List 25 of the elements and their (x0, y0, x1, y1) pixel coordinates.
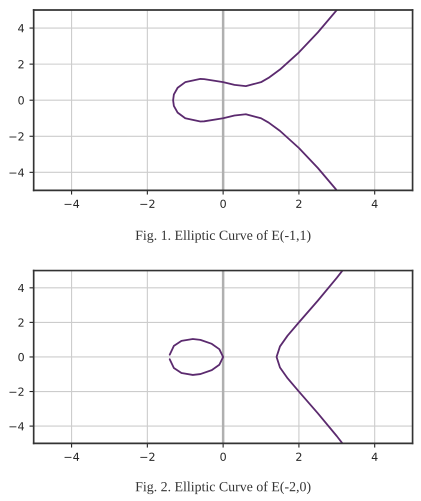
y-tick-label: −2 (9, 388, 24, 396)
x-tick-label: 4 (372, 200, 378, 208)
x-tick-label: 0 (220, 200, 226, 208)
x-tick-label: 0 (220, 452, 226, 462)
y-tick-label: −4 (9, 422, 24, 430)
x-tick-label: 4 (372, 452, 378, 461)
y-tick-label: −2 (9, 132, 24, 140)
x-tick-label: −4 (64, 452, 80, 461)
y-tick-label: 0 (18, 96, 24, 105)
y-tick-label: 0 (18, 352, 24, 362)
y-tick-label: 2 (18, 60, 24, 68)
line-series (172, 10, 338, 190)
x-tick-label: 2 (296, 452, 302, 461)
x-tick-label: −2 (140, 200, 154, 208)
y-tick-label: 4 (18, 24, 24, 32)
caption: Fig. 2. Elliptic Curve of E(-2,0) (136, 481, 310, 494)
x-tick-label: −2 (140, 452, 154, 461)
caption: Fig. 1. Elliptic Curve of E(-1,1) (136, 230, 310, 243)
y-tick-label: 2 (18, 318, 24, 327)
x-tick-label: 2 (296, 200, 302, 208)
y-tick-label: −4 (9, 168, 24, 177)
x-tick-label: −4 (64, 200, 80, 208)
line-series (276, 270, 344, 444)
line-series (168, 338, 224, 376)
y-tick-label: 4 (18, 284, 24, 292)
